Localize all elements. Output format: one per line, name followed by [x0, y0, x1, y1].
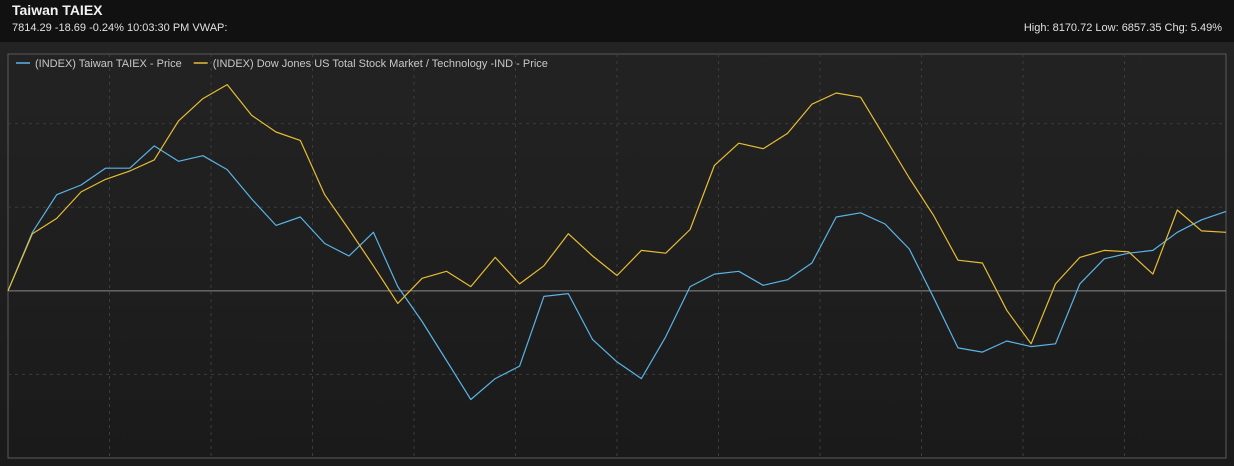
- quote-line: 7814.29 -18.69 -0.24% 10:03:30 PM VWAP:: [12, 22, 228, 34]
- line-chart[interactable]: (INDEX) Taiwan TAIEX - Price (INDEX) Dow …: [0, 42, 1234, 466]
- legend-label-2: (INDEX) Dow Jones US Total Stock Market …: [213, 58, 548, 70]
- price-stats: High: 8170.72 Low: 6857.35 Chg: 5.49%: [1023, 22, 1222, 34]
- series-line-1: [7, 145, 1227, 401]
- chart-header: Taiwan TAIEX 7814.29 -18.69 -0.24% 10:03…: [0, 0, 1234, 42]
- legend-label-1: (INDEX) Taiwan TAIEX - Price: [35, 58, 182, 70]
- chart-title: Taiwan TAIEX: [12, 2, 103, 18]
- grid-layer: [7, 53, 1227, 459]
- series-layer: [7, 83, 1227, 401]
- series-line-2: [7, 83, 1227, 345]
- legend: (INDEX) Taiwan TAIEX - Price (INDEX) Dow …: [16, 58, 548, 70]
- chart-area[interactable]: (INDEX) Taiwan TAIEX - Price (INDEX) Dow …: [0, 42, 1234, 466]
